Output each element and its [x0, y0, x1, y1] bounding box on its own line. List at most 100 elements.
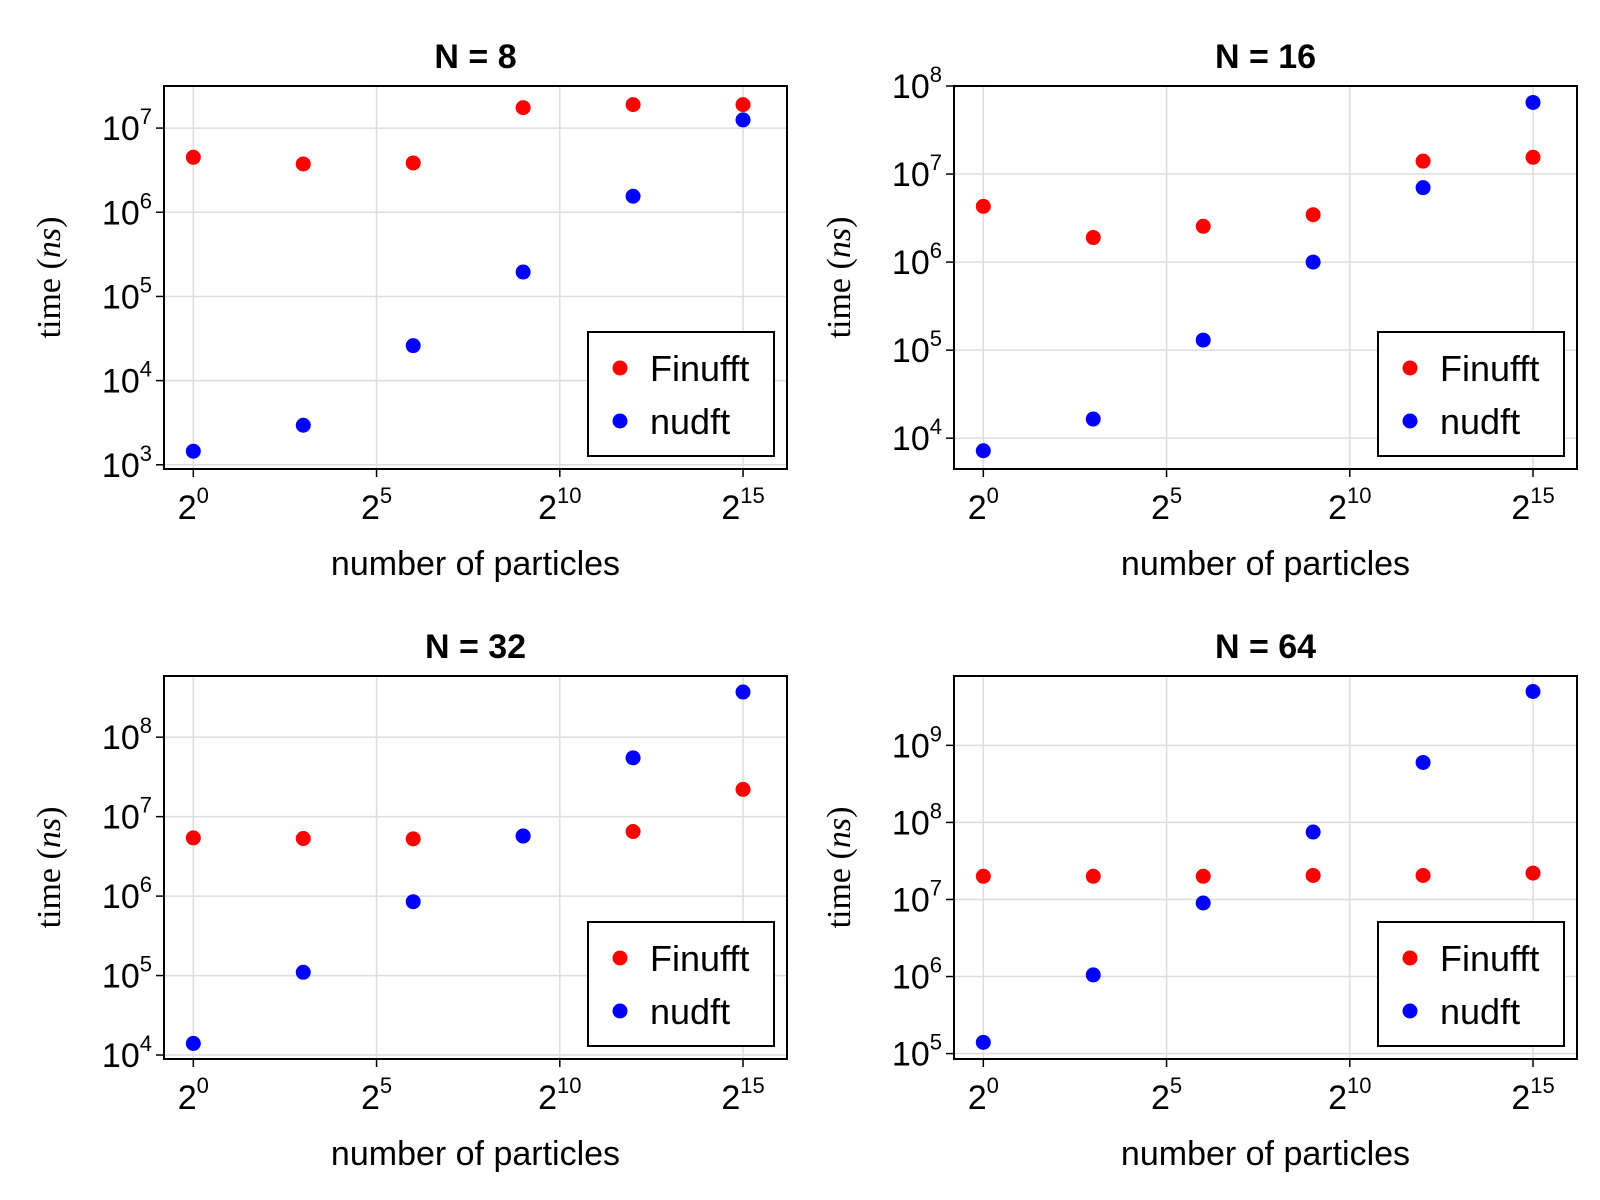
y-tick-label: 103: [102, 441, 152, 485]
data-point-nudft: [735, 684, 751, 700]
legend-label: Finufft: [650, 938, 749, 979]
x-tick-label: 25: [1151, 483, 1182, 527]
data-point-nudft: [185, 1035, 201, 1051]
x-axis-label: number of particles: [331, 1135, 620, 1173]
x-tick-label: 20: [968, 483, 999, 527]
legend: Finufft nudft: [1377, 331, 1565, 457]
x-tick-label: 210: [538, 1073, 581, 1117]
chart-title: N = 32: [425, 628, 526, 666]
data-point-finufft: [975, 868, 991, 884]
data-point-finufft: [185, 149, 201, 165]
data-point-finufft: [1525, 149, 1541, 165]
subplot-0: N = 8 20 25 210 215 103 104 105 106 107 number of …: [31, 38, 788, 583]
data-point-finufft: [735, 97, 751, 113]
data-point-nudft: [295, 964, 311, 980]
y-axis-label: time (ns): [31, 217, 68, 339]
y-tick-label: 107: [892, 875, 942, 919]
data-point-nudft: [1305, 824, 1321, 840]
y-tick-label: 105: [102, 272, 152, 316]
data-point-nudft: [735, 112, 751, 128]
data-point-finufft: [975, 198, 991, 214]
legend-marker: [612, 360, 628, 376]
legend-marker: [612, 950, 628, 966]
x-tick-label: 25: [1151, 1073, 1182, 1117]
data-point-finufft: [295, 156, 311, 172]
y-tick-label: 107: [102, 104, 152, 148]
x-tick-label: 25: [361, 1073, 392, 1117]
data-point-finufft: [1305, 207, 1321, 223]
data-point-finufft: [1195, 868, 1211, 884]
y-axis-label: time (ns): [821, 807, 858, 929]
plot-frame: [953, 85, 1578, 470]
data-point-nudft: [295, 417, 311, 433]
y-tick-label: 105: [892, 1030, 942, 1074]
plot-frame: [163, 675, 788, 1060]
data-point-finufft: [625, 97, 641, 113]
data-point-finufft: [405, 831, 421, 847]
plot-frame: [953, 675, 1578, 1060]
legend: Finufft nudft: [587, 921, 775, 1047]
legend-label: Finufft: [1440, 348, 1539, 389]
data-point-nudft: [1195, 895, 1211, 911]
chart-title: N = 64: [1215, 628, 1316, 666]
y-tick-label: 106: [892, 238, 942, 282]
legend: Finufft nudft: [587, 331, 775, 457]
legend-label: nudft: [1440, 991, 1520, 1032]
legend-box: [587, 921, 775, 1047]
data-point-nudft: [625, 750, 641, 766]
y-tick-label: 108: [892, 62, 942, 106]
data-point-nudft: [1525, 683, 1541, 699]
data-point-nudft: [975, 1034, 991, 1050]
legend-label: Finufft: [1440, 938, 1539, 979]
data-point-finufft: [735, 781, 751, 797]
x-tick-label: 215: [1511, 483, 1554, 527]
data-point-nudft: [405, 338, 421, 354]
legend-label: nudft: [650, 401, 730, 442]
y-tick-label: 108: [892, 798, 942, 842]
y-tick-label: 104: [102, 1031, 152, 1075]
chart-title: N = 8: [434, 38, 516, 76]
legend-marker: [612, 1003, 628, 1019]
y-tick-label: 106: [102, 188, 152, 232]
data-point-finufft: [1525, 865, 1541, 881]
legend-box: [1377, 331, 1565, 457]
y-tick-label: 108: [102, 713, 152, 757]
data-point-finufft: [405, 155, 421, 171]
subplot-3: N = 64 20 25 210 215 105 106 107 108 109 number of…: [821, 628, 1578, 1173]
plot-frame: [163, 85, 788, 470]
data-point-finufft: [1415, 867, 1431, 883]
legend-label: nudft: [1440, 401, 1520, 442]
x-tick-label: 210: [1328, 483, 1371, 527]
y-tick-label: 106: [102, 872, 152, 916]
y-tick-label: 109: [892, 721, 942, 765]
data-point-nudft: [515, 264, 531, 280]
x-tick-label: 210: [538, 483, 581, 527]
x-tick-label: 210: [1328, 1073, 1371, 1117]
data-point-nudft: [1415, 754, 1431, 770]
subplot-2: N = 32 20 25 210 215 104 105 106 107 108 number of…: [31, 628, 788, 1173]
y-tick-label: 105: [102, 952, 152, 996]
x-tick-label: 20: [178, 1073, 209, 1117]
data-point-nudft: [1085, 411, 1101, 427]
data-point-nudft: [185, 443, 201, 459]
data-point-finufft: [625, 824, 641, 840]
x-tick-label: 25: [361, 483, 392, 527]
chart-title: N = 16: [1215, 38, 1316, 76]
y-tick-label: 104: [102, 357, 152, 401]
y-tick-label: 106: [892, 953, 942, 997]
data-point-nudft: [1195, 332, 1211, 348]
subplot-1: N = 16 20 25 210 215 104 105 106 107 108 number of…: [821, 38, 1578, 583]
x-axis-label: number of particles: [331, 545, 620, 583]
legend-label: Finufft: [650, 348, 749, 389]
legend: Finufft nudft: [1377, 921, 1565, 1047]
y-tick-label: 107: [892, 150, 942, 194]
legend-marker: [1402, 1003, 1418, 1019]
x-tick-label: 215: [721, 1073, 764, 1117]
data-point-nudft: [625, 188, 641, 204]
x-axis-label: number of particles: [1121, 1135, 1410, 1173]
data-point-finufft: [185, 830, 201, 846]
data-point-finufft: [515, 100, 531, 116]
data-point-finufft: [1305, 867, 1321, 883]
legend-marker: [1402, 413, 1418, 429]
